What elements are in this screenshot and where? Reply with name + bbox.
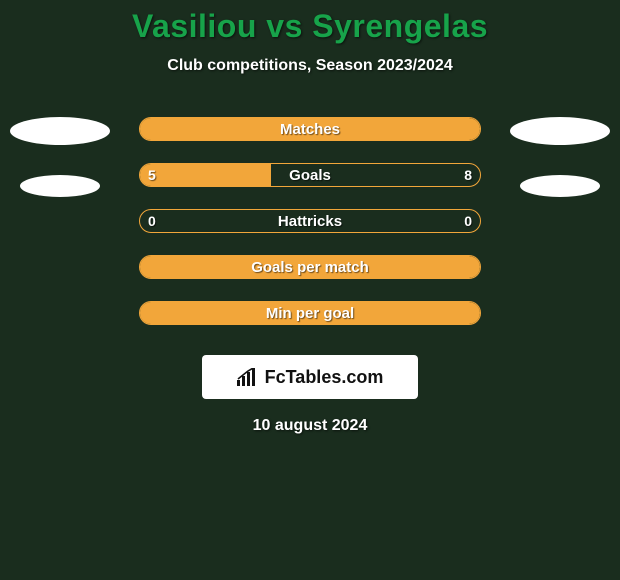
stat-value-left: 0 <box>148 210 156 232</box>
stat-bar: Hattricks0 0 <box>139 209 481 233</box>
oval-placeholder <box>510 117 610 145</box>
oval-placeholder <box>520 175 600 197</box>
stat-bar-fill <box>140 164 271 186</box>
chart-icon <box>237 368 259 386</box>
stat-bar-fill <box>140 302 480 324</box>
brand-text: FcTables.com <box>265 367 384 388</box>
stat-bar: Min per goal <box>139 301 481 325</box>
oval-placeholder <box>10 117 110 145</box>
date-text: 10 august 2024 <box>0 417 620 435</box>
stat-bar-fill <box>140 256 480 278</box>
comparison-card: Vasiliou vs Syrengelas Club competitions… <box>0 0 620 580</box>
stat-value-right: 8 <box>464 164 472 186</box>
brand-badge: FcTables.com <box>202 355 418 399</box>
player-left-ovals <box>10 117 110 197</box>
oval-placeholder <box>20 175 100 197</box>
stat-bar-fill <box>140 118 480 140</box>
stat-value-right: 0 <box>464 210 472 232</box>
subtitle: Club competitions, Season 2023/2024 <box>0 57 620 75</box>
stat-bar: Matches <box>139 117 481 141</box>
stat-bars: Matches Goals58 Hattricks0 0 Goals per match… <box>139 117 481 325</box>
stat-bar: Goals58 <box>139 163 481 187</box>
stat-bar-label: Hattricks <box>140 210 480 232</box>
player-right-ovals <box>510 117 610 197</box>
page-title: Vasiliou vs Syrengelas <box>0 8 620 45</box>
compare-area: Matches Goals58 Hattricks0 0 Goals per match… <box>0 117 620 325</box>
stat-bar: Goals per match <box>139 255 481 279</box>
